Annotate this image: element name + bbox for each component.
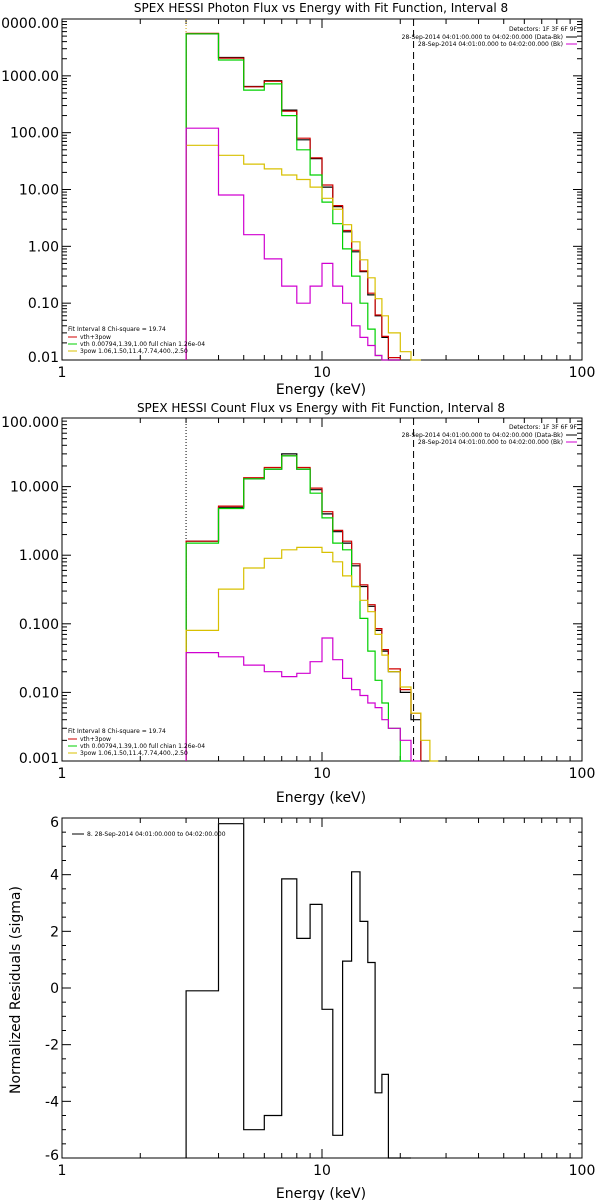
x-tick-label: 1 bbox=[58, 365, 67, 381]
count-plot-frame bbox=[61, 417, 583, 762]
legend-data-bk: 28-Sep-2014 04:01:00.000 to 04:02:00.000… bbox=[402, 432, 563, 439]
x-tick-label: 1 bbox=[58, 1163, 67, 1179]
photon-legend: Detectors: 1F 3F 6F 9F 28-Sep-2014 04:01… bbox=[402, 26, 578, 48]
residuals-panel: 1 10 100 -6 -4 -2 0 2 4 6 8. 28-Sep-2014 04:01:00… bbox=[8, 815, 595, 1200]
x-tick-label: 10 bbox=[313, 1163, 331, 1179]
series-vth-3pow bbox=[185, 32, 401, 360]
x-tick-label: 10 bbox=[313, 766, 331, 782]
residuals-legend: 8. 28-Sep-2014 04:01:00.000 to 04:02:00.… bbox=[72, 831, 226, 838]
y-tick-label: 1000.00 bbox=[1, 69, 59, 85]
count-panel-title: SPEX HESSI Count Flux vs Energy with Fit… bbox=[137, 401, 505, 415]
fit-legend-vth: vth 0.00794,1.39,1.00 full chian 1.26e-0… bbox=[80, 341, 205, 348]
y-tick-label: 0.10 bbox=[28, 296, 59, 312]
series-vth-3pow bbox=[185, 455, 422, 761]
series-bk bbox=[185, 637, 421, 762]
series-8-28-sep-2014-04-01-00-000-to-04-02-00-000 bbox=[185, 823, 411, 1159]
fit-legend-vth: vth 0.00794,1.39,1.00 full chian 1.26e-0… bbox=[80, 743, 205, 750]
fit-legend-3pow: 3pow 1.06,1.50,11.4,7.74,400.,2.50 bbox=[80, 750, 188, 757]
legend-data-bk: 28-Sep-2014 04:01:00.000 to 04:02:00.000… bbox=[402, 34, 563, 41]
fit-legend-header: Fit Interval 8 Chi-square = 19.74 bbox=[68, 728, 166, 735]
legend-detectors: Detectors: 1F 3F 6F 9F bbox=[509, 26, 578, 33]
fit-legend-total: vth+3pow bbox=[80, 736, 111, 743]
y-tick-label: 0.01 bbox=[28, 350, 59, 366]
series-vth bbox=[185, 33, 401, 361]
y-tick-label: 4 bbox=[50, 868, 59, 884]
legend-bk: 28-Sep-2014 04:01:00.000 to 04:02:00.000… bbox=[418, 439, 563, 446]
y-tick-label: 10.00 bbox=[19, 183, 59, 199]
y-tick-label: 6 bbox=[50, 815, 59, 831]
x-tick-label: 100 bbox=[569, 1163, 596, 1179]
y-tick-label: 10000.00 bbox=[0, 16, 59, 32]
series-3pow bbox=[185, 546, 439, 762]
y-tick-label: 1.00 bbox=[28, 239, 59, 255]
y-tick-label: 0.100 bbox=[19, 617, 59, 633]
x-tick-label: 10 bbox=[313, 365, 331, 381]
legend-bk: 28-Sep-2014 04:01:00.000 to 04:02:00.000… bbox=[418, 41, 563, 48]
fit-legend-3pow: 3pow 1.06,1.50,11.4,7.74,400.,2.50 bbox=[80, 348, 188, 355]
photon-flux-panel: SPEX HESSI Photon Flux vs Energy with Fi… bbox=[0, 1, 595, 398]
count-flux-panel: SPEX HESSI Count Flux vs Energy with Fit… bbox=[1, 401, 595, 806]
y-tick-label: -2 bbox=[45, 1038, 59, 1054]
series-3pow bbox=[185, 144, 421, 361]
count-x-axis-label: Energy (keV) bbox=[276, 790, 366, 806]
photon-panel-title: SPEX HESSI Photon Flux vs Energy with Fi… bbox=[134, 1, 508, 15]
legend-detectors: Detectors: 1F 3F 6F 9F bbox=[509, 424, 578, 431]
residuals-y-axis-label: Normalized Residuals (sigma) bbox=[8, 886, 24, 1094]
series-vth bbox=[185, 455, 411, 762]
y-tick-label: 100.000 bbox=[1, 415, 59, 431]
y-tick-label: 1.000 bbox=[19, 548, 59, 564]
photon-fit-legend: Fit Interval 8 Chi-square = 19.74 vth+3p… bbox=[68, 326, 205, 355]
y-tick-label: 100.00 bbox=[10, 126, 59, 142]
x-tick-label: 100 bbox=[569, 365, 596, 381]
x-tick-label: 100 bbox=[569, 766, 596, 782]
series-bk bbox=[185, 127, 401, 361]
residuals-x-axis-label: Energy (keV) bbox=[276, 1186, 366, 1200]
y-tick-label: 10.000 bbox=[10, 480, 59, 496]
count-legend: Detectors: 1F 3F 6F 9F 28-Sep-2014 04:01… bbox=[402, 424, 578, 446]
count-fit-legend: Fit Interval 8 Chi-square = 19.74 vth+3p… bbox=[68, 728, 205, 757]
series-data-bk bbox=[185, 453, 422, 761]
fit-legend-total: vth+3pow bbox=[80, 334, 111, 341]
photon-x-axis-label: Energy (keV) bbox=[276, 382, 366, 398]
residuals-legend-label: 8. 28-Sep-2014 04:01:00.000 to 04:02:00.… bbox=[87, 831, 226, 838]
x-tick-label: 1 bbox=[58, 766, 67, 782]
y-tick-label: 0.001 bbox=[19, 751, 59, 767]
y-tick-label: 0.010 bbox=[19, 685, 59, 701]
y-tick-label: 0 bbox=[50, 981, 59, 997]
y-tick-label: -6 bbox=[45, 1148, 59, 1164]
fit-legend-header: Fit Interval 8 Chi-square = 19.74 bbox=[68, 326, 166, 333]
y-tick-label: 2 bbox=[50, 924, 59, 940]
y-tick-label: -4 bbox=[45, 1094, 59, 1110]
